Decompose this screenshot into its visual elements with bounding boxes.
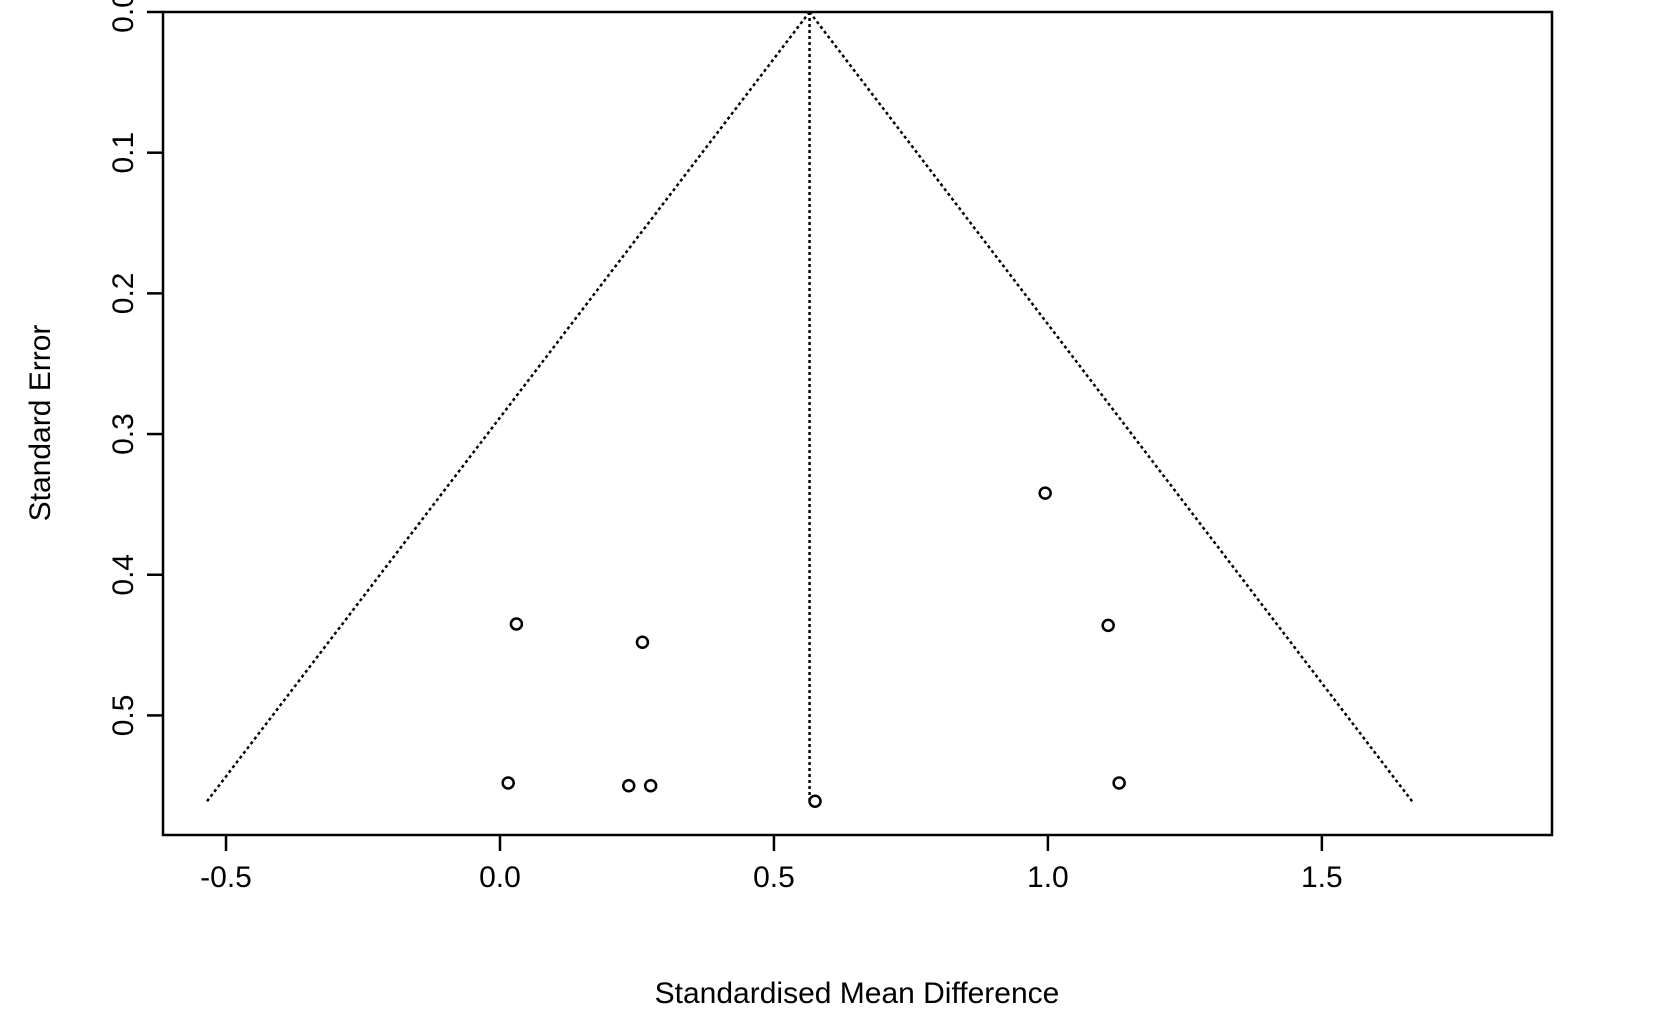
- study-point: [1038, 486, 1052, 500]
- study-point: [1101, 618, 1115, 633]
- y-tick-label: 0.1: [107, 132, 140, 174]
- funnel-right-line: [808, 11, 1414, 802]
- study-point: [501, 776, 515, 790]
- x-tick-label: 1.0: [1027, 861, 1069, 894]
- study-point: [509, 617, 524, 631]
- funnel-lines: [206, 11, 1414, 802]
- x-axis-title: Standardised Mean Difference: [655, 977, 1060, 1010]
- plot-frame: [161, 10, 1554, 837]
- study-point: [1112, 776, 1126, 790]
- y-axis-title: Standard Error: [24, 325, 57, 522]
- x-tick-label: 0.5: [753, 861, 795, 894]
- y-tick-label: 0.4: [107, 554, 140, 596]
- study-points: [501, 486, 1126, 808]
- study-point: [808, 794, 822, 808]
- study-point: [621, 779, 636, 793]
- x-axis: -0.5 0.0 0.5 1.0 1.5: [200, 835, 1343, 894]
- x-tick-label: 1.5: [1301, 861, 1343, 894]
- y-tick-label: 0.0: [107, 0, 140, 33]
- funnel-left-line: [206, 11, 811, 802]
- study-point: [643, 779, 658, 793]
- study-point: [635, 635, 650, 650]
- y-tick-label: 0.2: [107, 273, 140, 315]
- y-tick-label: 0.5: [107, 695, 140, 737]
- x-tick-label: -0.5: [200, 861, 252, 894]
- x-tick-label: 0.0: [479, 861, 521, 894]
- y-tick-label: 0.3: [107, 413, 140, 455]
- y-axis: 0.0 0.1 0.2 0.3 0.4 0.5: [107, 0, 163, 736]
